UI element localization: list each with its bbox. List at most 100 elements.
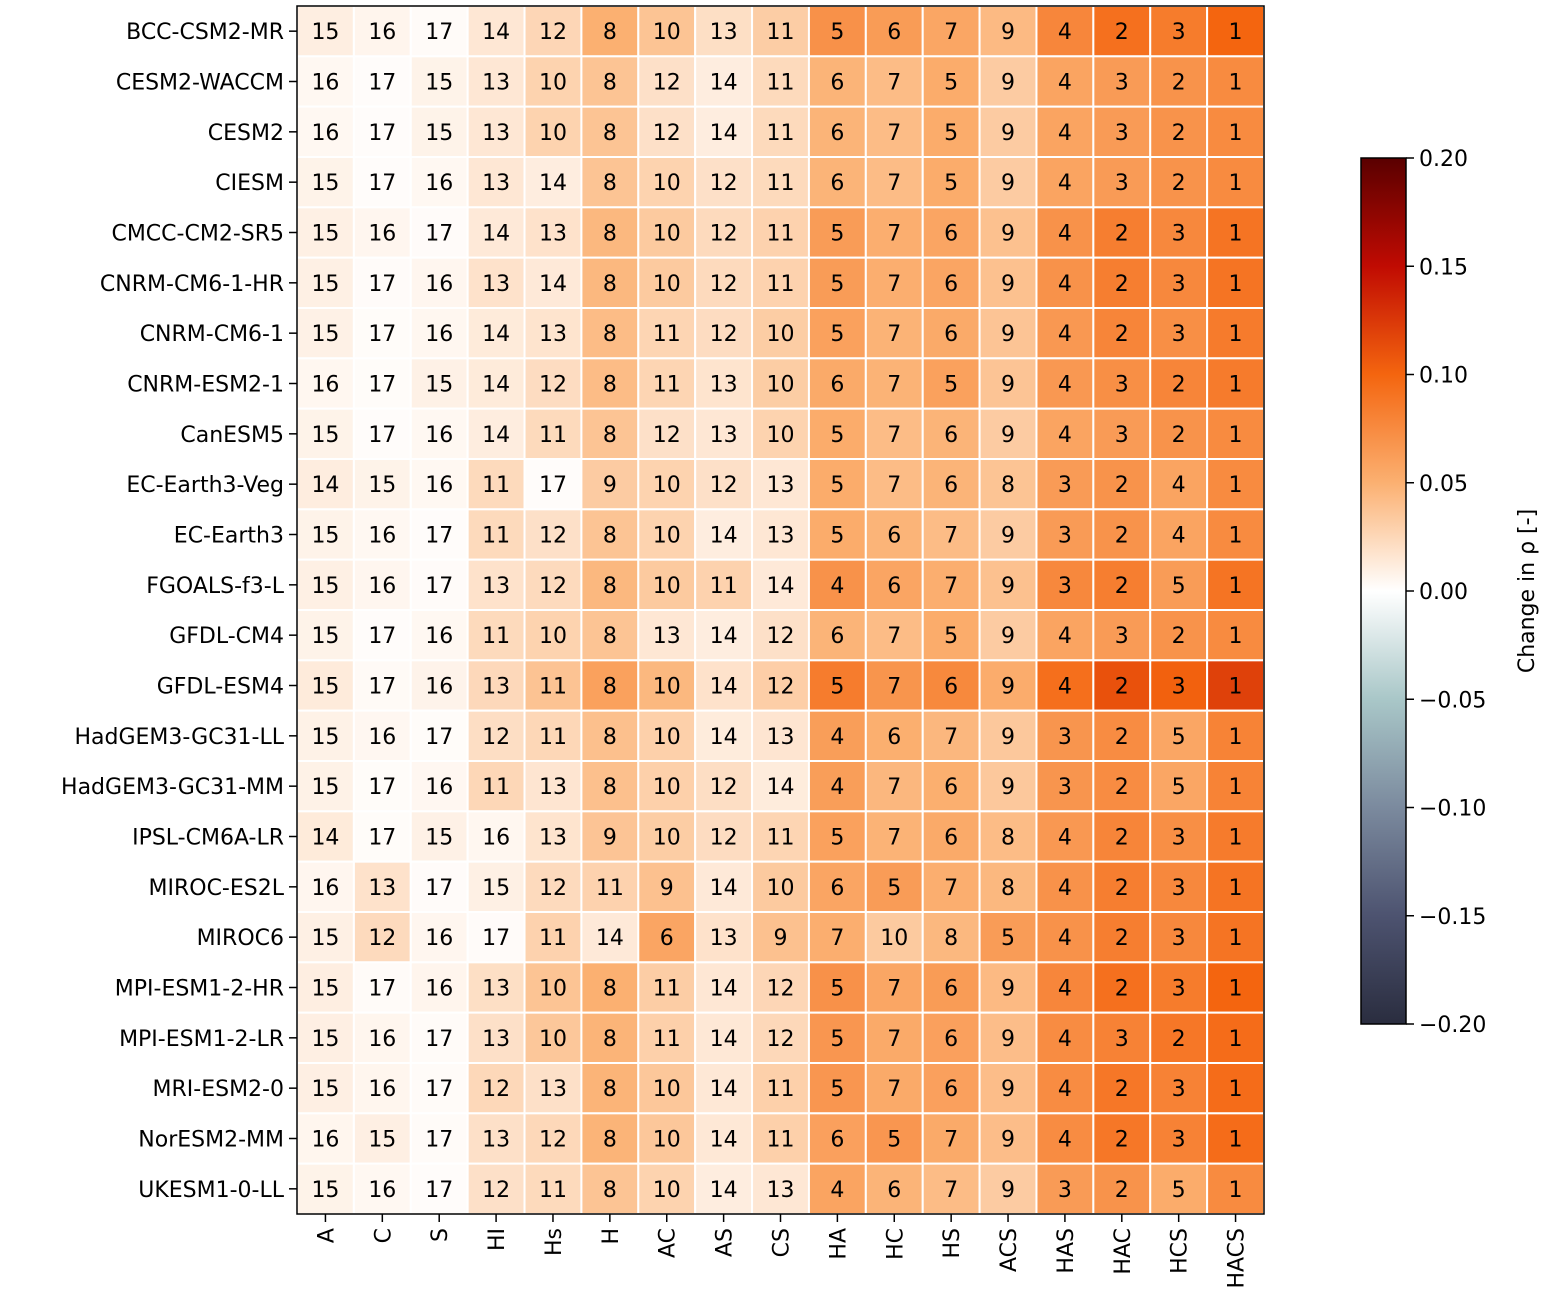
cell-label: 17: [368, 71, 396, 96]
cell-label: 9: [1001, 373, 1015, 398]
heatmap-cell: [694, 105, 754, 158]
cell-label: 1: [1229, 775, 1243, 800]
heatmap-cell: [921, 1162, 981, 1215]
heatmap-cell: [523, 156, 583, 209]
heatmap-cell: [466, 55, 526, 108]
cell-label: 14: [710, 1128, 738, 1153]
cell-label: 9: [1001, 222, 1015, 247]
cell-label: 8: [944, 926, 958, 951]
heatmap-cell: [921, 508, 981, 561]
cell-label: 3: [1115, 71, 1129, 96]
cell-label: 10: [653, 171, 681, 196]
cell-label: 7: [887, 977, 901, 1002]
cell-label: 17: [425, 1027, 453, 1052]
heatmap-cell: [694, 5, 754, 58]
colorbar-tick-label: 0.10: [1419, 364, 1468, 389]
cell-label: 2: [1115, 826, 1129, 851]
heatmap-cell: [352, 860, 412, 914]
cell-label: 4: [1058, 423, 1072, 448]
heatmap-cell: [694, 709, 754, 763]
heatmap-cell: [751, 1162, 810, 1215]
cell-label: 6: [944, 826, 958, 851]
cell-label: 17: [368, 121, 396, 146]
cell-label: 13: [482, 1027, 510, 1052]
cell-label: 16: [368, 725, 396, 750]
heatmap-cell: [352, 256, 412, 309]
heatmap-cell: [1035, 407, 1095, 460]
cell-label: 17: [368, 322, 396, 347]
cell-label: 7: [887, 423, 901, 448]
cell-label: 16: [368, 20, 396, 45]
cell-label: 7: [944, 725, 958, 750]
heatmap-cell: [1035, 206, 1095, 259]
heatmap-cell: [296, 760, 355, 813]
heatmap-cell: [1092, 458, 1152, 511]
cell-label: 11: [539, 1178, 567, 1203]
x-tick-label: ACS: [997, 1228, 1022, 1272]
cell-label: 12: [710, 322, 738, 347]
cell-label: 1: [1229, 1027, 1243, 1052]
cell-label: 16: [368, 222, 396, 247]
cell-label: 3: [1115, 121, 1129, 146]
cell-label: 16: [311, 71, 339, 96]
heatmap-cell: [1035, 709, 1095, 763]
cell-label: 11: [767, 222, 795, 247]
cell-label: 12: [710, 222, 738, 247]
cell-label: 14: [539, 272, 567, 297]
heatmap-cell: [864, 206, 924, 259]
cell-label: 7: [887, 272, 901, 297]
cell-label: 3: [1115, 1027, 1129, 1052]
heatmap-cell: [637, 407, 697, 460]
cell-label: 7: [830, 926, 844, 951]
x-tick-label: HA: [826, 1228, 851, 1260]
heatmap-cell: [352, 609, 412, 662]
heatmap-cell: [1206, 156, 1266, 209]
cell-label: 10: [653, 473, 681, 498]
cell-label: 9: [1001, 1128, 1015, 1153]
heatmap-cell: [751, 357, 810, 410]
heatmap-cell: [580, 609, 640, 662]
cell-label: 3: [1172, 272, 1186, 297]
cell-label: 3: [1172, 20, 1186, 45]
y-tick-label: EC-Earth3: [174, 524, 284, 549]
cell-label: 9: [1001, 423, 1015, 448]
heatmap-cell: [1092, 156, 1152, 209]
cell-label: 11: [482, 775, 510, 800]
heatmap-cell: [409, 105, 469, 158]
heatmap-cell: [1035, 659, 1095, 712]
cell-label: 9: [1001, 775, 1015, 800]
heatmap-cell: [409, 961, 469, 1014]
cell-label: 13: [767, 473, 795, 498]
cell-label: 11: [767, 1128, 795, 1153]
cell-label: 2: [1115, 775, 1129, 800]
x-tick-label: HAC: [1111, 1228, 1136, 1275]
heatmap-cell: [921, 5, 981, 58]
cell-label: 12: [710, 826, 738, 851]
cell-label: 17: [368, 675, 396, 700]
cell-label: 8: [1001, 473, 1015, 498]
cell-label: 11: [767, 171, 795, 196]
cell-label: 11: [539, 725, 567, 750]
cell-label: 1: [1229, 876, 1243, 901]
x-tick-label: C: [371, 1228, 396, 1243]
heatmap-cell: [409, 156, 469, 209]
cell-label: 9: [1001, 624, 1015, 649]
heatmap-cell: [580, 1112, 640, 1165]
cell-label: 6: [830, 121, 844, 146]
heatmap-cell: [751, 558, 810, 612]
cell-label: 8: [1001, 826, 1015, 851]
cell-label: 2: [1115, 675, 1129, 700]
heatmap-cell: [1035, 307, 1095, 360]
heatmap-cell: [1149, 156, 1209, 209]
cell-label: 16: [425, 926, 453, 951]
cell-label: 4: [1172, 473, 1186, 498]
cell-label: 3: [1058, 524, 1072, 549]
heatmap-cell: [523, 659, 583, 712]
heatmap-cell: [1149, 105, 1209, 158]
cell-label: 14: [710, 977, 738, 1002]
cell-label: 13: [539, 222, 567, 247]
heatmap-cell: [807, 307, 867, 360]
heatmap-cell: [580, 206, 640, 259]
cell-label: 7: [887, 826, 901, 851]
